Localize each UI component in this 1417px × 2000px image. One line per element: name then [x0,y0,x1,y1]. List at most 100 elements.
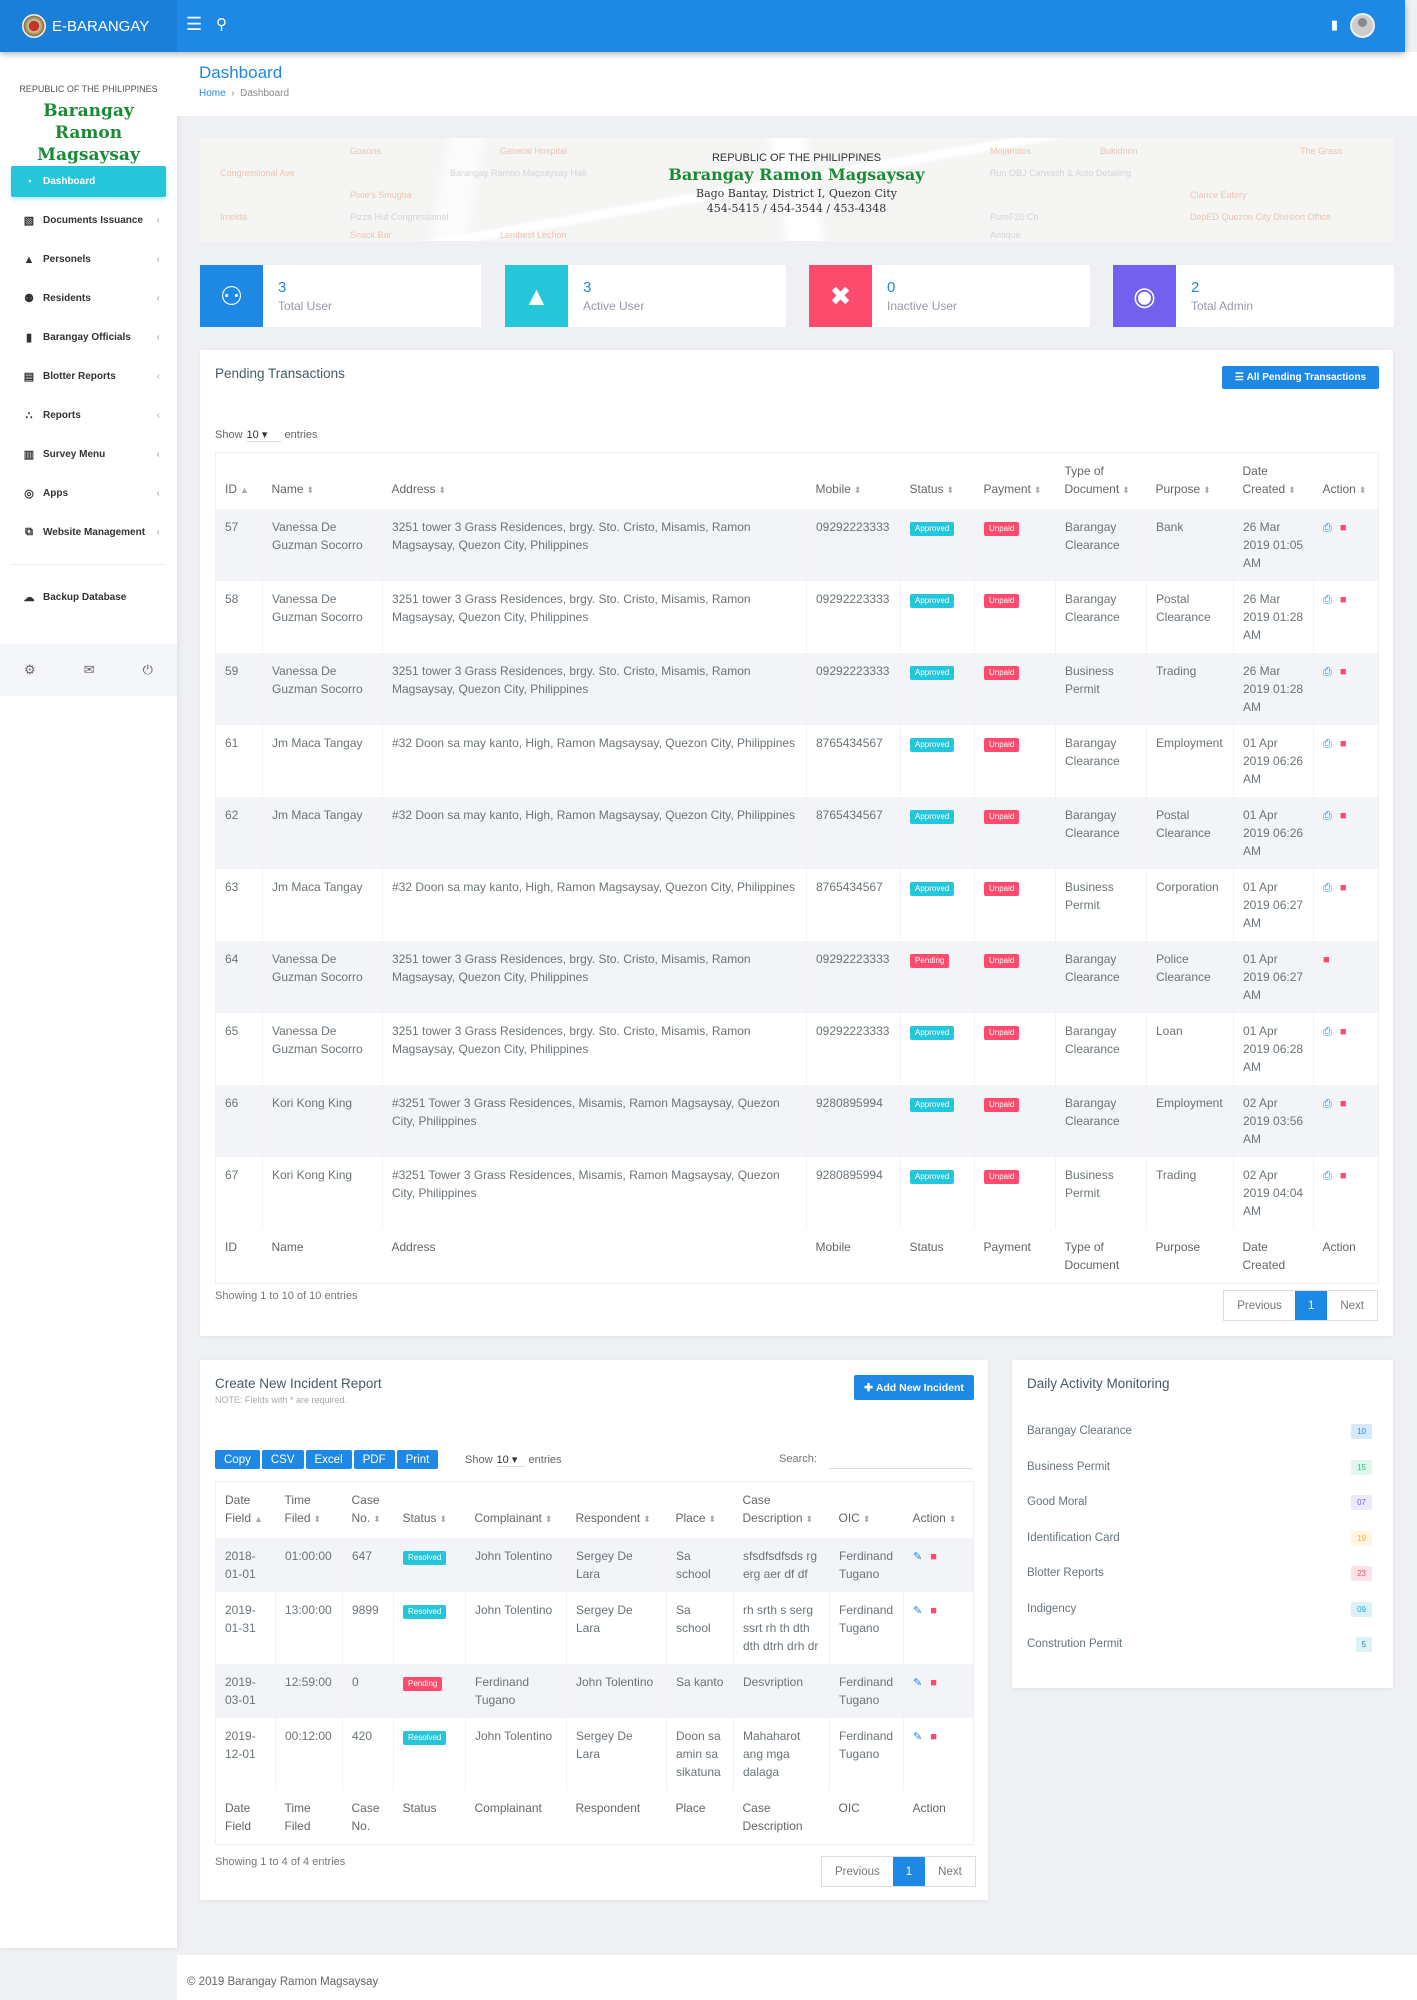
delete-icon[interactable]: ■ [930,1605,937,1617]
edit-pencil-icon[interactable]: ✎ [913,1551,923,1563]
print-icon[interactable]: ⎙ [1323,882,1332,894]
hamburger-icon[interactable]: ☰ [186,14,203,34]
mail-icon[interactable]: ✉ [83,662,95,677]
column-header[interactable]: Address ⬍ [383,453,807,510]
resident-name-link[interactable]: Kori Kong King [272,1096,353,1110]
resident-name-link[interactable]: Jm Maca Tangay [272,736,363,750]
breadcrumb-home[interactable]: Home [199,88,226,99]
print-icon[interactable]: ⎙ [1323,810,1332,822]
status-badge: Resolved [403,1551,447,1565]
user-avatar-icon[interactable] [1350,13,1375,38]
sidebar-item-dashboard[interactable]: ◔ Dashboard [11,166,166,197]
print-icon[interactable]: ⎙ [1323,594,1332,606]
delete-icon[interactable]: ■ [1339,666,1347,678]
column-header[interactable]: Name ⬍ [263,453,383,510]
export-print-button[interactable]: Print [396,1450,439,1469]
column-header[interactable]: Date Created ⬍ [1234,453,1314,510]
resident-name-link[interactable]: Jm Maca Tangay [272,808,363,822]
column-header[interactable]: Respondent ⬍ [567,1482,667,1539]
print-icon[interactable]: ⎙ [1323,738,1332,750]
sidebar-item-apps[interactable]: ◎ Apps ‹ [11,478,166,509]
column-header[interactable]: Status ⬍ [394,1482,466,1539]
sidebar-item-personels[interactable]: ▲ Personels ‹ [11,244,166,275]
delete-icon[interactable]: ■ [1339,882,1347,894]
resident-name-link[interactable]: Jm Maca Tangay [272,880,363,894]
export-csv-button[interactable]: CSV [261,1450,304,1469]
print-icon[interactable]: ⎙ [1323,522,1332,534]
incident-search-input[interactable] [829,1449,973,1469]
delete-icon[interactable]: ■ [1339,1026,1347,1038]
resident-name-link[interactable]: Kori Kong King [272,1168,353,1182]
sidebar-item-website-management[interactable]: ⧉ Website Management ‹ [11,517,166,548]
delete-icon[interactable]: ■ [1339,522,1347,534]
column-header[interactable]: Action ⬍ [904,1482,974,1539]
message-icon[interactable]: ▮ [1330,17,1338,32]
resident-name-link[interactable]: Vanessa De Guzman Socorro [272,1024,363,1056]
delete-icon[interactable]: ■ [1339,1170,1347,1182]
payment-cell: Unpaid [974,1157,1056,1229]
column-header[interactable]: Case No. ⬍ [343,1482,394,1539]
column-header[interactable]: Mobile ⬍ [807,453,901,510]
sidebar-item-backup-database[interactable]: ☁ Backup Database [11,582,166,613]
column-header[interactable]: OIC ⬍ [830,1482,904,1539]
page-1-button[interactable]: 1 [892,1857,926,1886]
next-page-button[interactable]: Next [1340,1299,1364,1312]
sidebar-item-residents[interactable]: ⚉ Residents ‹ [11,283,166,314]
page-1-button[interactable]: 1 [1294,1291,1328,1320]
time-cell-value: 00:12:00 [285,1729,332,1743]
column-header[interactable]: Action ⬍ [1314,453,1379,510]
sidebar-item-reports[interactable]: ∴ Reports ‹ [11,400,166,431]
entries-select[interactable]: 10 ▾ [246,428,281,442]
column-header[interactable]: Complainant ⬍ [466,1482,567,1539]
delete-icon[interactable]: ■ [930,1677,937,1689]
print-icon[interactable]: ⎙ [1323,1170,1332,1182]
brand[interactable]: E-BARANGAY [0,0,177,52]
column-header[interactable]: Time Filed ⬍ [276,1482,343,1539]
resident-name-link[interactable]: Vanessa De Guzman Socorro [272,952,363,984]
settings-gear-icon[interactable]: ⚙ [24,662,36,677]
next-page-button[interactable]: Next [938,1865,962,1878]
action-cell: ✎ ■ [903,1718,974,1790]
edit-pencil-icon[interactable]: ✎ [913,1677,923,1689]
delete-icon[interactable]: ■ [1323,954,1330,966]
print-icon[interactable]: ⎙ [1323,1026,1332,1038]
sidebar-item-survey-menu[interactable]: ▥ Survey Menu ‹ [11,439,166,470]
incident-entries-select[interactable]: 10 ▾ [496,1453,525,1467]
print-icon[interactable]: ⎙ [1323,1098,1332,1110]
column-header[interactable]: Place ⬍ [667,1482,734,1539]
column-header[interactable]: Status ⬍ [901,453,975,510]
add-new-incident-button[interactable]: ✚ Add New Incident [854,1375,974,1400]
all-pending-transactions-button[interactable]: ☰ All Pending Transactions [1222,366,1379,389]
power-icon[interactable]: ⏻ [142,662,153,677]
previous-page-button[interactable]: Previous [835,1865,880,1878]
column-header[interactable]: ID ▲ [216,453,263,510]
resident-name-link[interactable]: Vanessa De Guzman Socorro [272,664,363,696]
column-header[interactable]: Purpose ⬍ [1147,453,1234,510]
delete-icon[interactable]: ■ [1339,810,1347,822]
column-header[interactable]: Case Description ⬍ [734,1482,830,1539]
column-header[interactable]: Type of Document ⬍ [1056,453,1147,510]
activity-label: Constrution Permit [1027,1638,1123,1650]
edit-pencil-icon[interactable]: ✎ [913,1731,923,1743]
search-icon[interactable]: ⚲ [216,16,227,33]
delete-icon[interactable]: ■ [930,1731,937,1743]
export-excel-button[interactable]: Excel [305,1450,352,1469]
export-copy-button[interactable]: Copy [215,1450,260,1469]
sidebar-item-blotter-reports[interactable]: ▤ Blotter Reports ‹ [11,361,166,392]
print-icon[interactable]: ⎙ [1323,666,1332,678]
delete-icon[interactable]: ■ [1339,594,1347,606]
column-header[interactable]: Date Field ▲ [216,1482,276,1539]
column-header[interactable]: Payment ⬍ [975,453,1056,510]
resident-name-link[interactable]: Vanessa De Guzman Socorro [272,520,363,552]
export-pdf-button[interactable]: PDF [353,1450,395,1469]
delete-icon[interactable]: ■ [1339,738,1347,750]
place-cell: Sa school [666,1592,734,1664]
previous-page-button[interactable]: Previous [1237,1299,1282,1312]
delete-icon[interactable]: ■ [930,1551,937,1563]
resident-name-link[interactable]: Vanessa De Guzman Socorro [272,592,363,624]
edit-pencil-icon[interactable]: ✎ [913,1605,923,1617]
column-header: Date Field [216,1790,276,1845]
sidebar-item-barangay-officials[interactable]: ▮ Barangay Officials ‹ [11,322,166,353]
sidebar-item-documents-issuance[interactable]: ▧ Documents Issuance ‹ [11,205,166,236]
delete-icon[interactable]: ■ [1339,1098,1347,1110]
